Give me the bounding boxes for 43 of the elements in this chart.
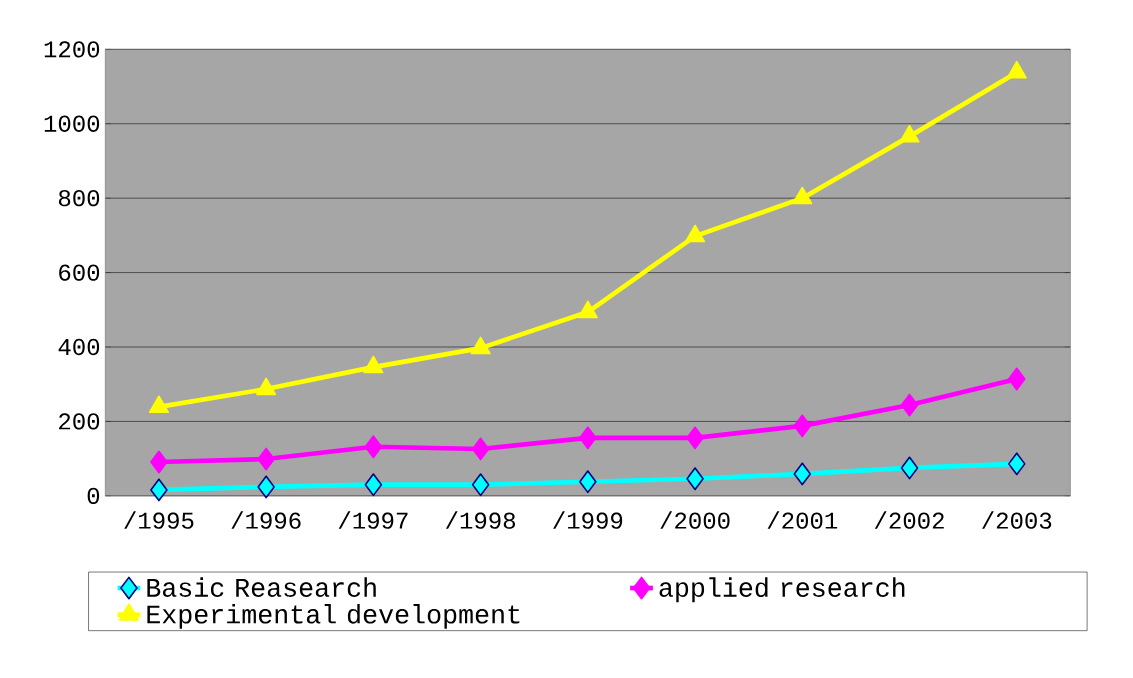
y-tick-label: 0	[87, 487, 100, 504]
y-tick-label: 200	[59, 413, 100, 430]
x-tick-label: /1998	[445, 510, 516, 529]
point	[150, 478, 168, 502]
point	[900, 456, 919, 480]
y-tick-label: 800	[58, 189, 100, 207]
point	[579, 470, 597, 493]
x-tick-label: /1995	[124, 510, 194, 529]
legend-label: Basic Reasearch	[147, 577, 376, 597]
point	[686, 426, 704, 450]
x-tick-label: /1999	[553, 510, 623, 529]
point	[899, 124, 920, 143]
point	[793, 414, 812, 438]
point	[1007, 452, 1026, 476]
point	[686, 467, 704, 490]
point	[471, 473, 490, 496]
point	[364, 435, 383, 458]
point	[685, 224, 706, 243]
y-tick-label: 1000	[44, 115, 100, 132]
point	[577, 300, 598, 318]
point	[1006, 60, 1027, 79]
point	[579, 426, 597, 450]
point	[792, 186, 813, 205]
point	[150, 450, 168, 474]
point	[900, 393, 919, 417]
y-tick-label: 600	[59, 264, 100, 281]
legend-label: applied research	[659, 577, 905, 602]
point	[1007, 367, 1026, 391]
x-tick-label: /1997	[338, 510, 408, 529]
x-tick-label: /2002	[874, 510, 944, 529]
x-tick-label: /2003	[982, 510, 1052, 529]
y-tick-label: 400	[58, 338, 100, 355]
point	[470, 336, 491, 355]
point	[364, 473, 383, 496]
x-tick-label: /2001	[767, 510, 838, 529]
point	[257, 447, 275, 471]
y-tick-label: 1200	[44, 40, 100, 58]
x-tick-label: /1996	[231, 510, 301, 529]
point	[793, 462, 812, 486]
x-tick-label: /2000	[660, 510, 730, 529]
point	[257, 475, 275, 499]
point	[471, 437, 490, 461]
legend-label: Experimental development	[147, 603, 520, 629]
